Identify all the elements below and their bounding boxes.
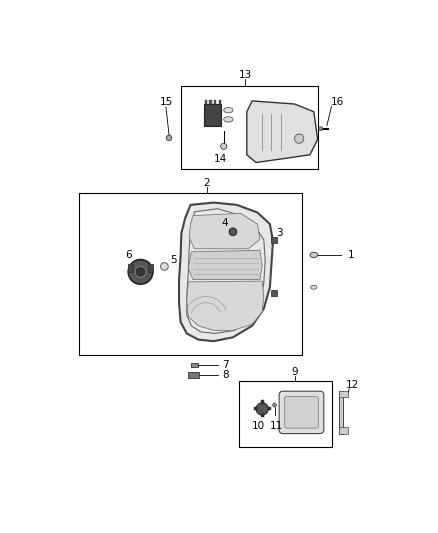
Circle shape: [319, 127, 323, 131]
Polygon shape: [187, 281, 264, 330]
Bar: [205, 100, 207, 104]
Text: 1: 1: [347, 250, 354, 260]
Bar: [191, 363, 198, 367]
Text: 3: 3: [277, 228, 283, 238]
Text: 11: 11: [269, 421, 283, 431]
Circle shape: [161, 263, 168, 270]
Ellipse shape: [310, 252, 318, 257]
Text: 15: 15: [159, 98, 173, 108]
Text: 8: 8: [222, 370, 229, 380]
Bar: [261, 400, 264, 403]
Text: 16: 16: [331, 98, 344, 108]
Polygon shape: [188, 251, 262, 280]
Circle shape: [128, 260, 153, 284]
Bar: [79, 193, 302, 355]
Text: 4: 4: [222, 217, 229, 228]
FancyBboxPatch shape: [204, 104, 221, 126]
Text: 7: 7: [222, 360, 229, 370]
Ellipse shape: [224, 108, 233, 113]
Bar: [214, 100, 216, 104]
Text: 10: 10: [252, 421, 265, 431]
Bar: [219, 100, 221, 104]
Circle shape: [135, 266, 146, 277]
FancyBboxPatch shape: [279, 391, 324, 433]
FancyBboxPatch shape: [285, 397, 318, 428]
Circle shape: [221, 143, 227, 149]
FancyBboxPatch shape: [188, 372, 199, 378]
Text: 9: 9: [291, 367, 298, 377]
Bar: [271, 237, 277, 244]
Bar: [209, 100, 212, 104]
Polygon shape: [247, 101, 318, 163]
Circle shape: [229, 228, 237, 236]
Bar: [339, 427, 349, 433]
Text: 2: 2: [204, 179, 210, 188]
Polygon shape: [179, 203, 273, 341]
Circle shape: [272, 403, 276, 407]
Bar: [254, 407, 257, 410]
Text: 12: 12: [346, 380, 359, 390]
Text: 5: 5: [170, 255, 177, 264]
Ellipse shape: [224, 117, 233, 122]
Bar: [180, 85, 318, 168]
Text: 13: 13: [239, 70, 252, 80]
Polygon shape: [189, 213, 260, 249]
Bar: [148, 264, 153, 272]
Circle shape: [166, 135, 172, 141]
Bar: [339, 391, 343, 433]
Circle shape: [294, 134, 304, 143]
Bar: [339, 391, 349, 398]
Text: 14: 14: [214, 155, 227, 165]
Circle shape: [256, 403, 268, 415]
Bar: [128, 264, 133, 272]
Text: 6: 6: [126, 250, 132, 260]
Bar: [239, 381, 332, 447]
Bar: [271, 289, 277, 296]
Ellipse shape: [311, 285, 317, 289]
Bar: [268, 407, 271, 410]
Bar: [261, 414, 264, 417]
